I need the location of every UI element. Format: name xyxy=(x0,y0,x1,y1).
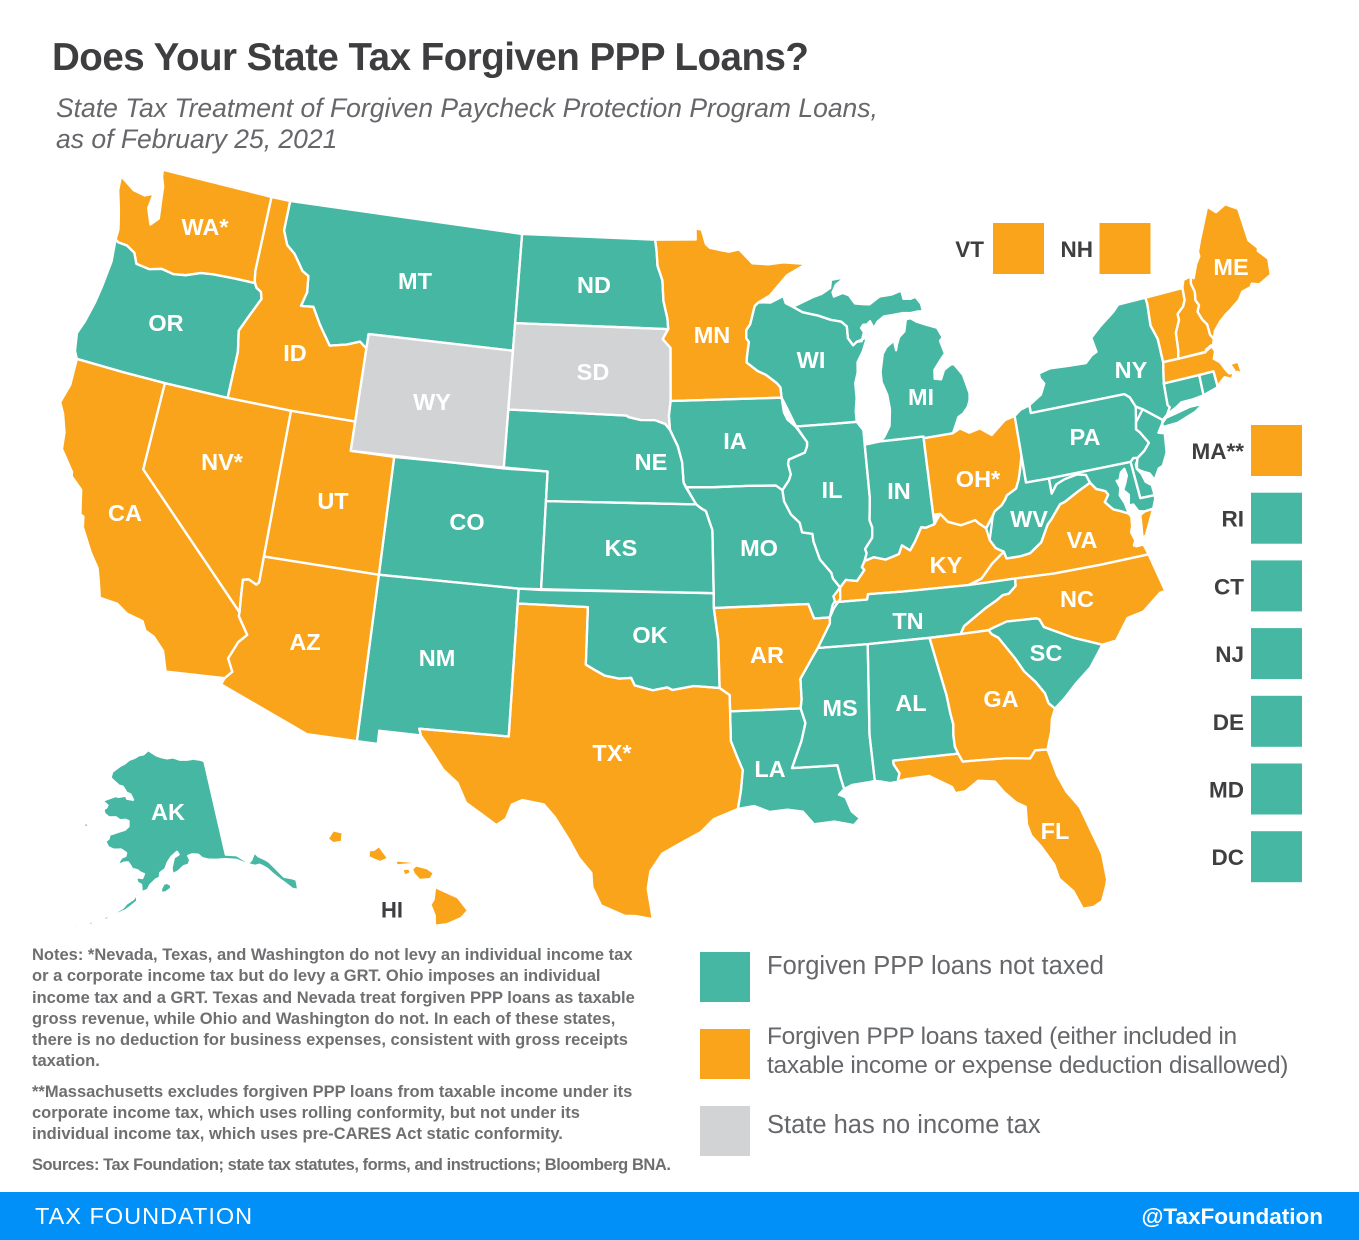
svg-text:MA**: MA** xyxy=(1191,439,1244,464)
svg-text:MS: MS xyxy=(822,695,857,721)
svg-text:DC: DC xyxy=(1212,845,1245,870)
svg-text:CT: CT xyxy=(1214,574,1244,599)
svg-text:AL: AL xyxy=(895,690,926,716)
svg-text:WV: WV xyxy=(1010,506,1048,532)
svg-text:MO: MO xyxy=(740,535,778,561)
svg-text:AK: AK xyxy=(151,799,185,825)
svg-text:ND: ND xyxy=(577,272,611,298)
svg-text:SD: SD xyxy=(577,359,610,385)
svg-text:GA: GA xyxy=(983,686,1018,712)
svg-text:WY: WY xyxy=(413,389,451,415)
svg-text:FL: FL xyxy=(1041,818,1070,844)
svg-text:MN: MN xyxy=(694,322,731,348)
svg-text:IA: IA xyxy=(723,428,747,454)
svg-text:DE: DE xyxy=(1213,710,1244,735)
svg-text:UT: UT xyxy=(317,488,349,514)
svg-text:ME: ME xyxy=(1213,254,1248,280)
svg-text:ID: ID xyxy=(283,340,307,366)
svg-text:NE: NE xyxy=(635,449,668,475)
svg-text:HI: HI xyxy=(381,898,403,923)
svg-text:AR: AR xyxy=(750,642,784,668)
svg-text:IN: IN xyxy=(887,478,911,504)
svg-text:KY: KY xyxy=(930,552,963,578)
svg-text:OR: OR xyxy=(148,310,183,336)
svg-text:AZ: AZ xyxy=(289,629,320,655)
svg-text:WI: WI xyxy=(797,347,826,373)
svg-text:NY: NY xyxy=(1115,357,1148,383)
svg-text:OK: OK xyxy=(632,622,667,648)
svg-text:KS: KS xyxy=(605,535,638,561)
svg-text:CO: CO xyxy=(449,509,484,535)
svg-text:VT: VT xyxy=(955,237,984,262)
svg-text:MT: MT xyxy=(398,268,433,294)
svg-text:NV*: NV* xyxy=(201,449,244,475)
svg-text:NC: NC xyxy=(1060,586,1094,612)
svg-text:TX*: TX* xyxy=(592,740,632,766)
svg-text:NM: NM xyxy=(419,645,456,671)
svg-text:RI: RI xyxy=(1222,507,1245,532)
svg-text:LA: LA xyxy=(754,756,785,782)
svg-text:TN: TN xyxy=(892,608,923,634)
svg-text:OH*: OH* xyxy=(956,466,1001,492)
svg-text:VA: VA xyxy=(1067,527,1098,553)
svg-text:IL: IL xyxy=(822,477,843,503)
svg-text:MI: MI xyxy=(908,384,934,410)
svg-text:CA: CA xyxy=(108,500,142,526)
svg-text:SC: SC xyxy=(1030,640,1063,666)
svg-text:NJ: NJ xyxy=(1215,642,1244,667)
svg-text:PA: PA xyxy=(1070,424,1101,450)
svg-text:MD: MD xyxy=(1209,778,1244,803)
svg-text:NH: NH xyxy=(1061,237,1094,262)
svg-text:WA*: WA* xyxy=(182,214,230,240)
